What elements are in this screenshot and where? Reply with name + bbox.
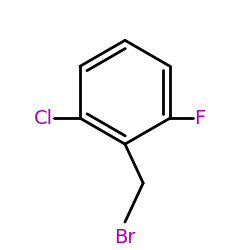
Text: F: F	[194, 109, 206, 128]
Text: Br: Br	[114, 228, 136, 248]
Text: Cl: Cl	[34, 109, 53, 128]
